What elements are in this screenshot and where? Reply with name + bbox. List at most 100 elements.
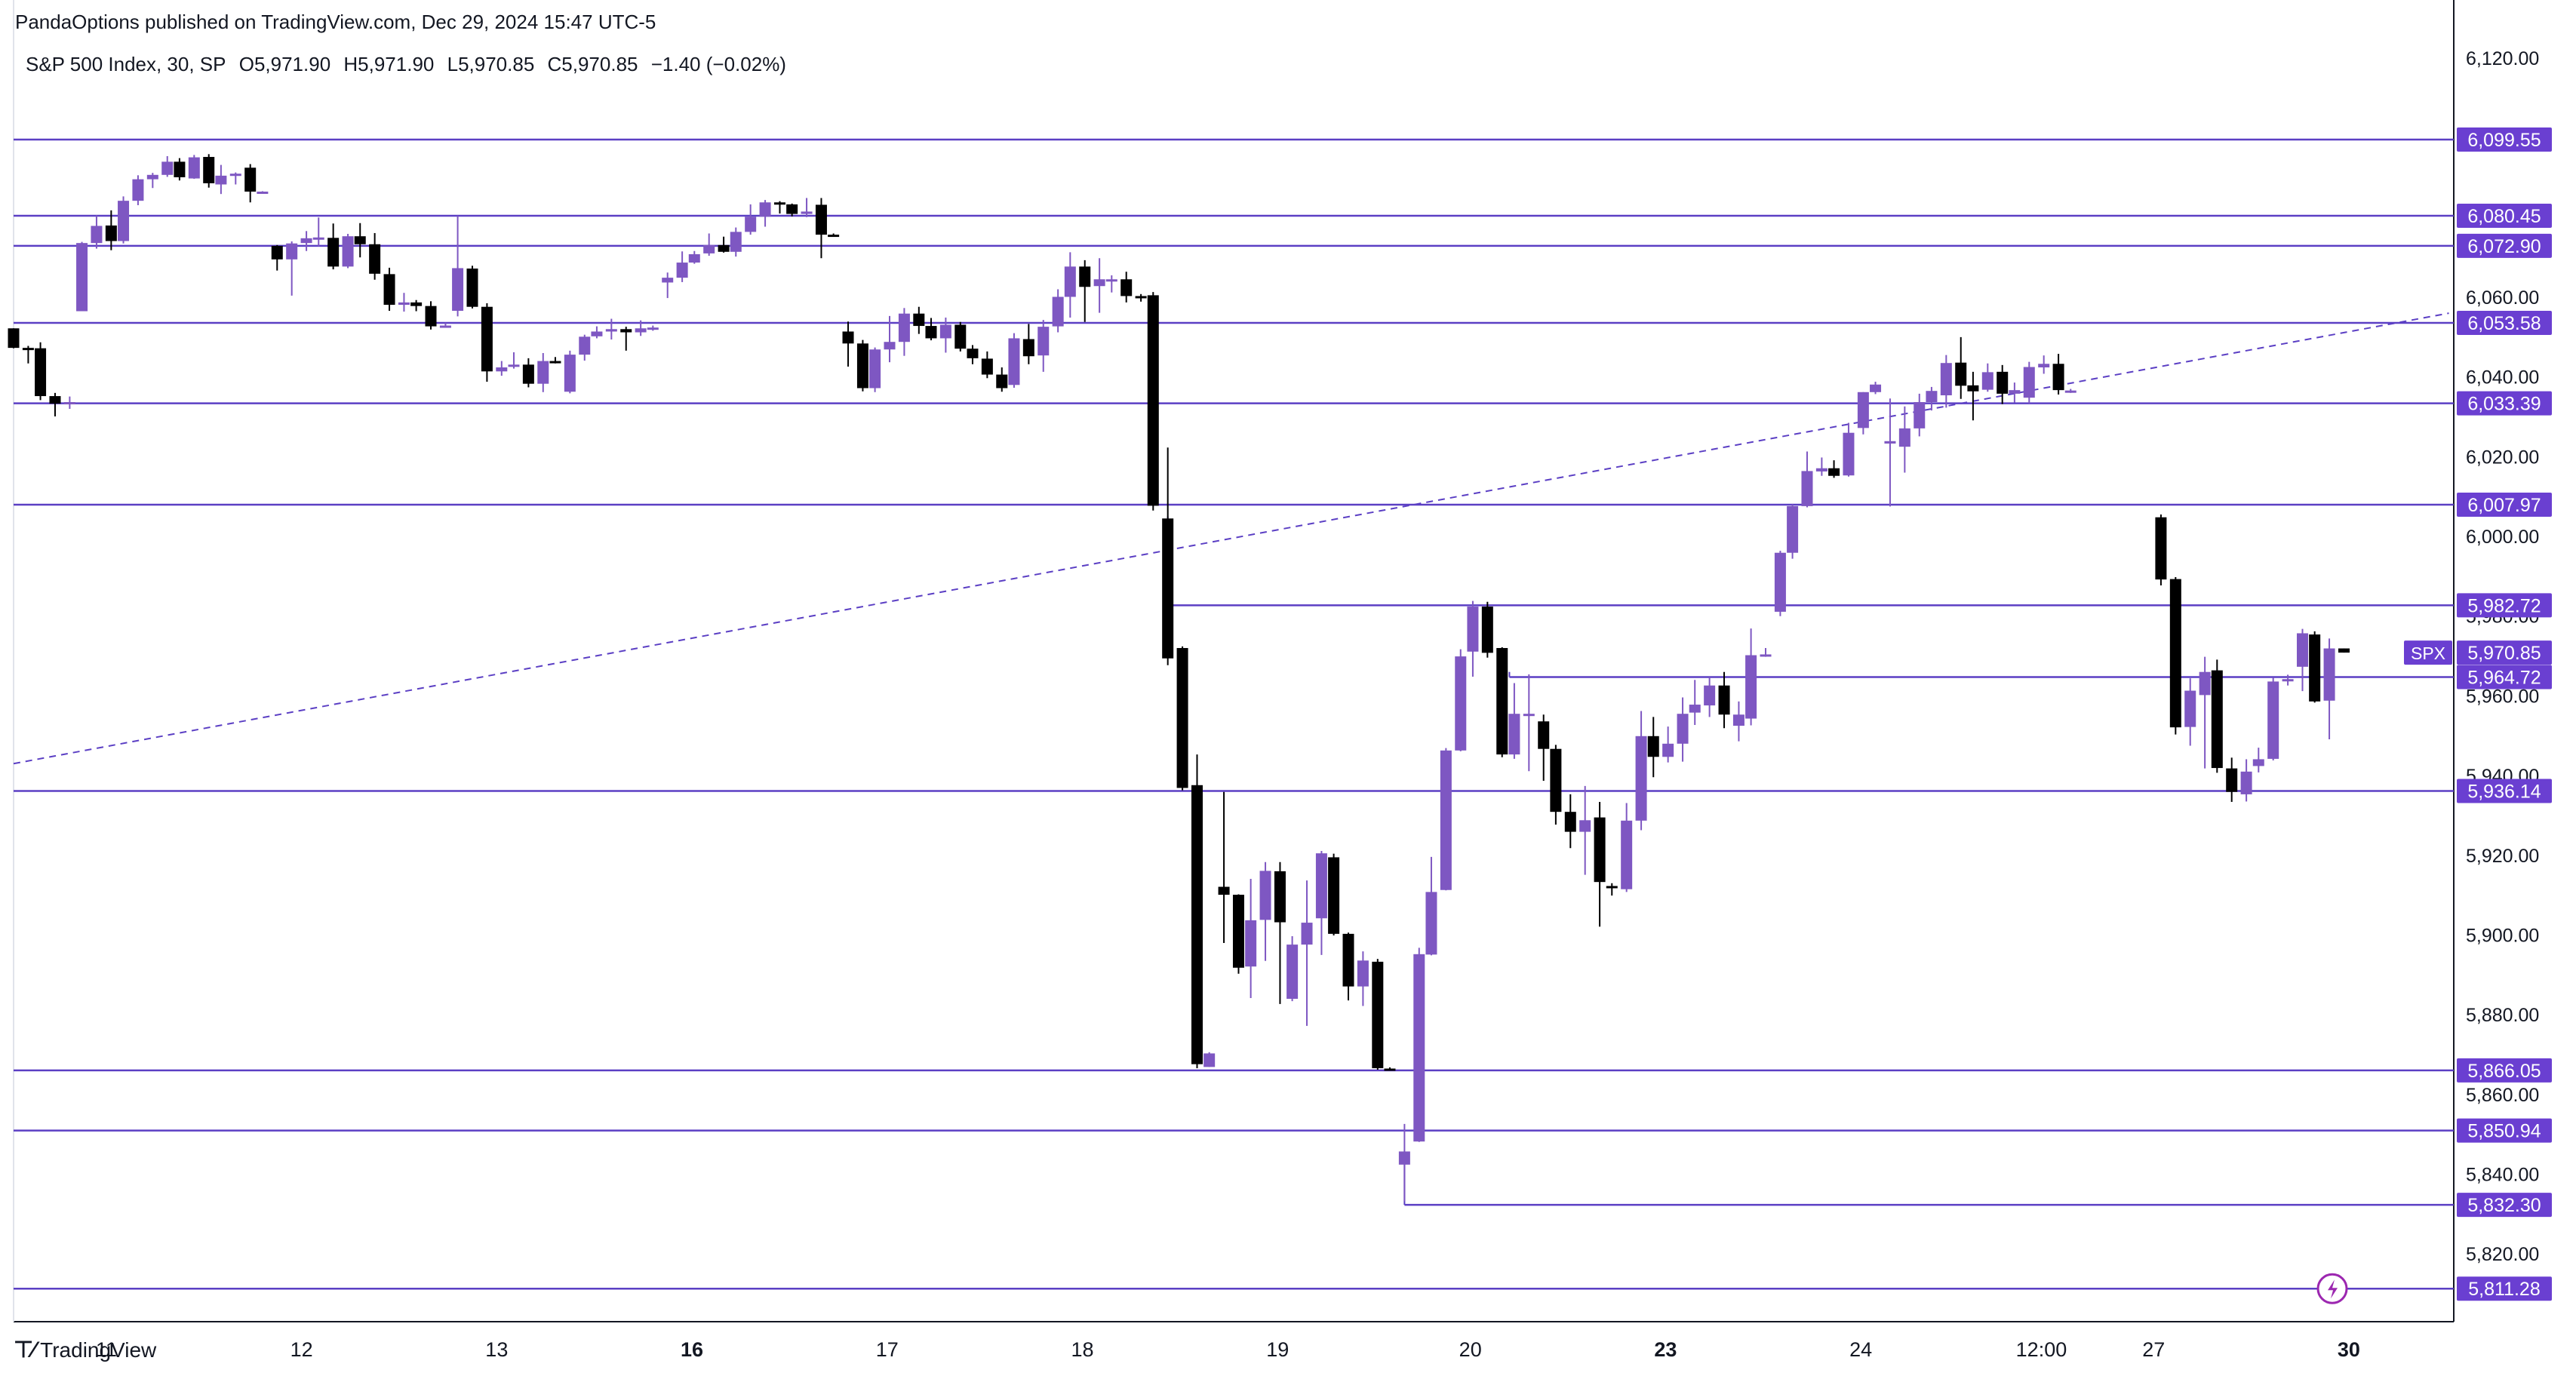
candle-body bbox=[2023, 367, 2035, 398]
candle bbox=[229, 172, 241, 185]
level-price-tag: 6,053.58 bbox=[2457, 310, 2552, 335]
candle bbox=[425, 301, 437, 330]
candle bbox=[1898, 406, 1910, 473]
level-price-tag-bg bbox=[2457, 492, 2552, 517]
candle-body bbox=[635, 328, 647, 333]
level-price-tag: 5,811.28 bbox=[2457, 1276, 2552, 1301]
candle bbox=[2226, 757, 2238, 802]
candle bbox=[1857, 392, 1869, 435]
brand-name: TradingView bbox=[40, 1338, 157, 1362]
candle bbox=[146, 173, 158, 189]
candle bbox=[271, 244, 283, 271]
candle-body bbox=[1037, 327, 1050, 356]
candle-body bbox=[1455, 656, 1467, 751]
level-price-tag-bg bbox=[2457, 203, 2552, 228]
candle bbox=[132, 175, 144, 205]
candle-body bbox=[1203, 1053, 1216, 1067]
candle-body bbox=[898, 313, 910, 342]
alert-lightning-icon[interactable] bbox=[2316, 1273, 2348, 1304]
candle-body bbox=[1328, 857, 1340, 934]
candle-body bbox=[1564, 812, 1576, 832]
candle-body bbox=[1635, 736, 1647, 821]
candle bbox=[1342, 932, 1354, 1001]
candle-body bbox=[2052, 364, 2064, 391]
candle bbox=[1008, 333, 1020, 388]
candle bbox=[2240, 759, 2252, 802]
candle-body bbox=[1467, 607, 1479, 652]
tradingview-brand[interactable]: ⊤⁄ TradingView bbox=[14, 1337, 156, 1363]
candle bbox=[203, 154, 215, 188]
candle bbox=[1760, 648, 1772, 657]
x-tick-label: 30 bbox=[2338, 1338, 2360, 1361]
x-tick-label: 13 bbox=[485, 1338, 508, 1361]
candle-body bbox=[312, 237, 324, 240]
candle bbox=[1398, 1123, 1410, 1202]
candle bbox=[508, 352, 520, 369]
candle bbox=[898, 308, 910, 356]
candle bbox=[1621, 803, 1633, 892]
candle bbox=[1926, 386, 1938, 411]
candle-body bbox=[2240, 771, 2252, 794]
y-tick-label: 5,880.00 bbox=[2466, 1005, 2539, 1026]
candle bbox=[1232, 894, 1244, 974]
candle-body bbox=[1884, 441, 1896, 444]
candle-body bbox=[522, 364, 534, 384]
candle-body bbox=[745, 217, 757, 232]
candle bbox=[466, 266, 478, 309]
candle bbox=[967, 345, 979, 364]
candle bbox=[1635, 711, 1647, 831]
candle bbox=[1647, 717, 1659, 778]
candle bbox=[1120, 272, 1133, 303]
candle-body bbox=[730, 232, 742, 252]
candle-body bbox=[1413, 954, 1425, 1142]
candle-body bbox=[105, 225, 117, 241]
candle-body bbox=[1997, 371, 2009, 394]
candle-body bbox=[2309, 634, 2321, 702]
candle-body bbox=[688, 253, 700, 263]
level-price-tag-bg bbox=[2457, 233, 2552, 258]
candle-body bbox=[913, 313, 925, 327]
candle-body bbox=[1105, 279, 1117, 282]
candle bbox=[815, 198, 827, 259]
symbol-name[interactable]: S&P 500 Index, 30, SP bbox=[26, 53, 226, 75]
candle bbox=[801, 198, 813, 217]
candle bbox=[718, 236, 730, 253]
candle-body bbox=[1191, 785, 1203, 1064]
candle-body bbox=[1052, 296, 1064, 327]
candle-body bbox=[1926, 391, 1938, 402]
candle-body bbox=[1774, 552, 1786, 612]
candle-body bbox=[2226, 768, 2238, 792]
candle bbox=[342, 234, 354, 269]
candle bbox=[537, 353, 549, 392]
candle bbox=[1997, 364, 2009, 404]
candle-body bbox=[1647, 736, 1659, 757]
y-tick-label: 6,000.00 bbox=[2466, 527, 2539, 548]
candle-body bbox=[1760, 654, 1772, 657]
candle-body bbox=[647, 327, 659, 330]
candle bbox=[118, 196, 130, 244]
candle bbox=[244, 164, 257, 203]
y-tick-label: 5,920.00 bbox=[2466, 846, 2539, 867]
candle-body bbox=[1828, 468, 1840, 476]
candle-body bbox=[1064, 266, 1076, 297]
candle bbox=[1815, 457, 1827, 476]
x-tick-label: 20 bbox=[1459, 1338, 1482, 1361]
candle-body bbox=[1745, 655, 1757, 719]
candle bbox=[996, 367, 1008, 392]
candle-body bbox=[718, 244, 730, 252]
candle bbox=[1259, 862, 1271, 961]
candle bbox=[1203, 1052, 1216, 1067]
candle bbox=[1064, 252, 1076, 318]
candle-body bbox=[869, 349, 881, 389]
candle bbox=[327, 223, 340, 270]
candle bbox=[2052, 354, 2064, 395]
candle bbox=[1843, 422, 1855, 477]
candle-body bbox=[2323, 648, 2335, 701]
symbol-tag-text: SPX bbox=[2411, 643, 2445, 663]
candle-body bbox=[342, 236, 354, 267]
candle-body bbox=[1372, 961, 1384, 1068]
y-tick-label: 6,120.00 bbox=[2466, 48, 2539, 69]
level-price-tag-text: 6,053.58 bbox=[2467, 313, 2541, 334]
candle bbox=[188, 155, 200, 180]
